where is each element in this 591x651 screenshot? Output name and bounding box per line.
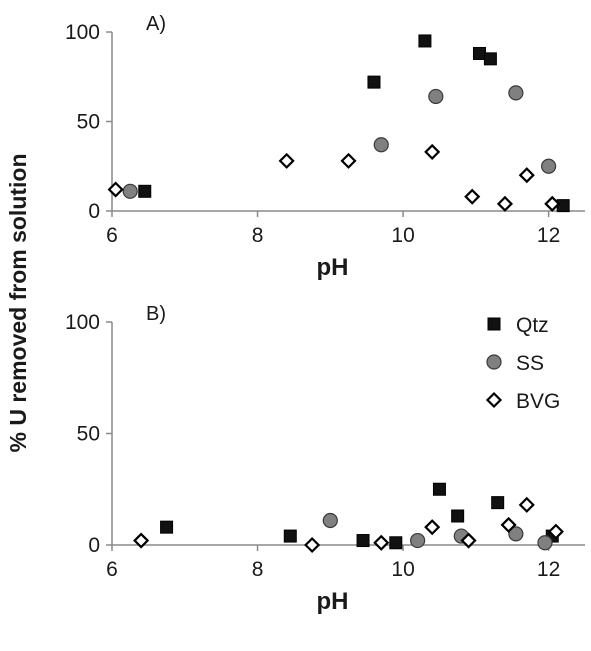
x-tick-label: 8 [252, 224, 264, 247]
y-tick-label: 0 [88, 534, 100, 557]
x-axis-title: pH [317, 254, 349, 281]
x-tick-label: 8 [252, 558, 264, 581]
data-point-ss [122, 183, 138, 199]
data-point-bvg [518, 167, 535, 184]
data-point-qtz [389, 536, 403, 550]
data-point-qtz [367, 75, 381, 89]
data-point-qtz [356, 534, 370, 548]
y-tick-label: 50 [77, 423, 100, 446]
data-point-qtz [483, 52, 497, 66]
legend: Qtz SS BVG [485, 314, 560, 413]
y-axis-title: % U removed from solution [5, 153, 31, 452]
data-point-bvg [340, 152, 357, 169]
series-bvg [107, 143, 561, 212]
data-point-qtz [138, 184, 152, 198]
data-point-bvg [133, 532, 150, 549]
data-point-bvg [547, 523, 564, 540]
data-point-bvg [424, 519, 441, 536]
data-point-ss [537, 535, 553, 551]
x-tick-label: 6 [106, 558, 118, 581]
panel-label: B) [146, 303, 166, 325]
legend-marker-qtz [487, 317, 501, 331]
x-axis-title: pH [317, 588, 349, 615]
data-point-ss [373, 137, 389, 153]
data-point-bvg [107, 181, 124, 198]
data-point-bvg [424, 143, 441, 160]
data-point-bvg [544, 195, 561, 212]
data-point-qtz [432, 482, 446, 496]
data-point-bvg [373, 534, 390, 551]
data-point-ss [508, 85, 524, 101]
y-tick-label: 100 [65, 311, 100, 334]
x-tick-label: 10 [391, 558, 414, 581]
x-tick-label: 6 [106, 224, 118, 247]
data-point-ss [541, 158, 557, 174]
data-point-ss [410, 532, 426, 549]
series-qtz [160, 482, 559, 550]
data-point-bvg [460, 532, 477, 549]
series-qtz [138, 34, 570, 213]
data-point-ss [508, 526, 524, 542]
data-point-qtz [160, 520, 174, 534]
data-point-bvg [496, 195, 514, 212]
y-tick-label: 0 [88, 200, 100, 223]
panel-b: 0 50 100 6 8 10 12 pH B) Qtz SS BVG [65, 303, 585, 615]
data-point-bvg [518, 496, 535, 513]
data-point-bvg [464, 188, 481, 205]
panel-label: A) [146, 13, 166, 35]
x-tick-label: 12 [537, 558, 560, 581]
legend-label-bvg: BVG [516, 390, 560, 413]
data-point-ss [322, 512, 338, 529]
data-point-qtz [472, 46, 486, 60]
data-point-qtz [283, 529, 297, 543]
legend-marker-ss [486, 354, 502, 370]
series-ss [322, 512, 553, 551]
data-point-bvg [500, 516, 517, 533]
data-point-ss [428, 88, 444, 105]
data-point-qtz [418, 34, 432, 48]
legend-label-ss: SS [516, 352, 544, 375]
x-tick-label: 10 [391, 224, 414, 247]
series-ss [122, 85, 557, 199]
data-point-qtz [556, 199, 570, 213]
y-tick-label: 100 [65, 21, 100, 44]
data-point-qtz [491, 496, 505, 510]
legend-marker-bvg [485, 391, 503, 409]
data-point-bvg [278, 152, 295, 169]
panel-a: 0 50 100 6 8 10 12 pH A) [65, 13, 585, 281]
data-point-qtz [451, 509, 465, 523]
data-point-bvg [304, 536, 321, 554]
x-tick-label: 12 [537, 224, 560, 247]
series-bvg [133, 496, 564, 554]
y-tick-label: 50 [77, 111, 100, 134]
legend-label-qtz: Qtz [516, 314, 549, 337]
